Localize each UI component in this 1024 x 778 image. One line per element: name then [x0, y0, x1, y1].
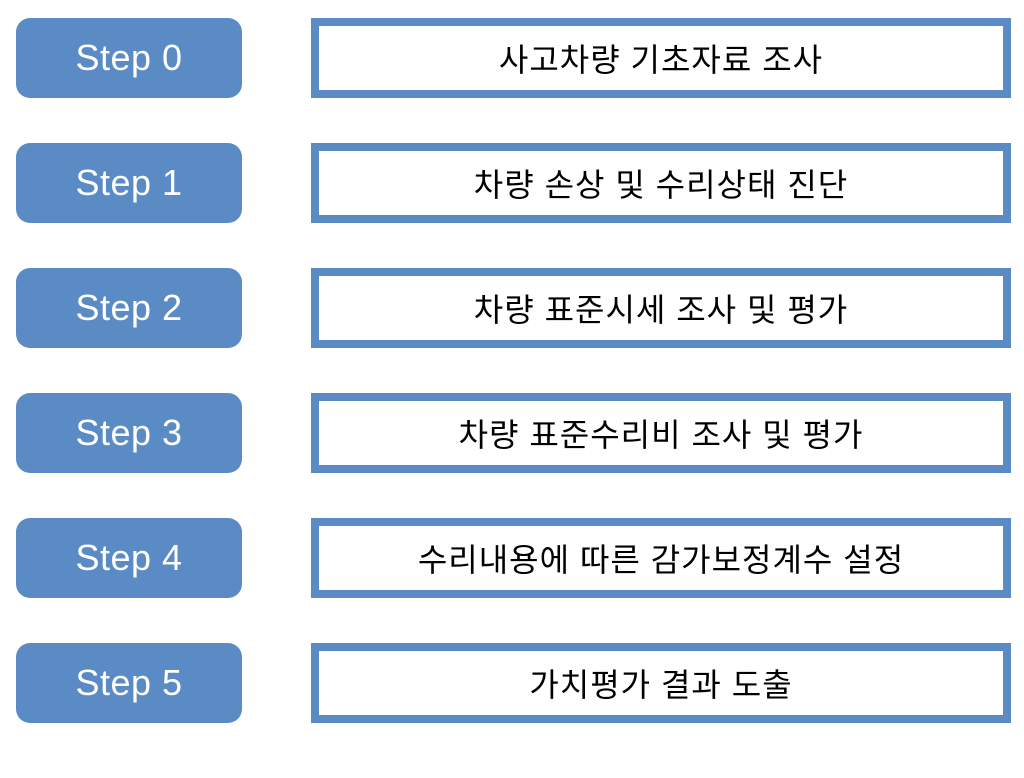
step-label-0: Step 0 [16, 18, 242, 98]
step-label-3: Step 3 [16, 393, 242, 473]
step-description-3: 차량 표준수리비 조사 및 평가 [311, 393, 1011, 473]
step-description-4: 수리내용에 따른 감가보정계수 설정 [311, 518, 1011, 598]
steps-diagram: Step 0사고차량 기초자료 조사Step 1차량 손상 및 수리상태 진단S… [16, 18, 1024, 723]
step-label-2: Step 2 [16, 268, 242, 348]
step-description-1: 차량 손상 및 수리상태 진단 [311, 143, 1011, 223]
step-row-5: Step 5 가치평가 결과 도출 [16, 643, 1024, 723]
step-label-1: Step 1 [16, 143, 242, 223]
step-row-4: Step 4 수리내용에 따른 감가보정계수 설정 [16, 518, 1024, 598]
step-row-1: Step 1 차량 손상 및 수리상태 진단 [16, 143, 1024, 223]
step-description-0: 사고차량 기초자료 조사 [311, 18, 1011, 98]
step-label-4: Step 4 [16, 518, 242, 598]
step-row-3: Step 3 차량 표준수리비 조사 및 평가 [16, 393, 1024, 473]
step-description-2: 차량 표준시세 조사 및 평가 [311, 268, 1011, 348]
step-description-5: 가치평가 결과 도출 [311, 643, 1011, 723]
step-row-2: Step 2 차량 표준시세 조사 및 평가 [16, 268, 1024, 348]
step-row-0: Step 0 사고차량 기초자료 조사 [16, 18, 1024, 98]
step-label-5: Step 5 [16, 643, 242, 723]
